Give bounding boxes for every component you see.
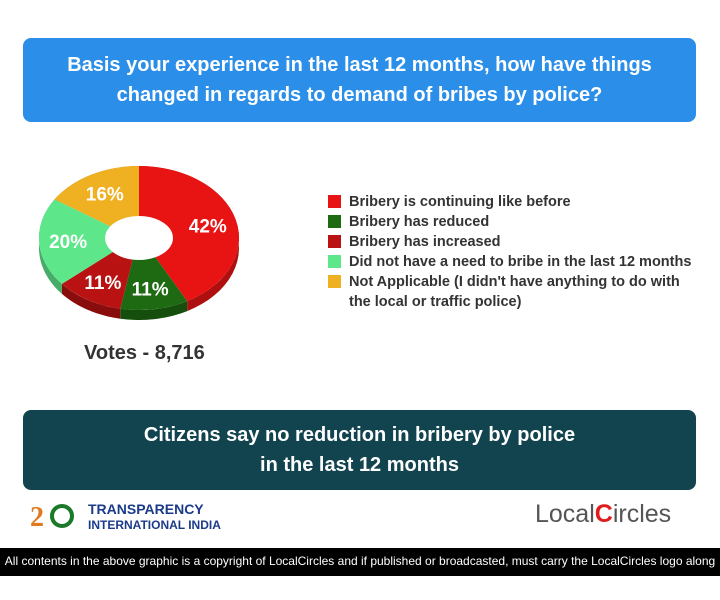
donut-side-1 xyxy=(120,301,188,320)
legend-item: Bribery has reduced xyxy=(328,212,699,232)
donut-slice-4 xyxy=(54,166,139,227)
legend-swatch xyxy=(328,235,341,248)
donut-slice-2 xyxy=(61,252,133,309)
tii-name-line1: TRANSPARENCY xyxy=(88,501,204,517)
votes-count: Votes - 8,716 xyxy=(84,342,205,364)
tii-name-line2: INTERNATIONAL INDIA xyxy=(88,518,221,532)
slice-label-1: 11% xyxy=(132,279,169,300)
slice-label-2: 11% xyxy=(84,273,121,294)
question-text: Basis your experience in the last 12 mon… xyxy=(67,54,652,106)
donut-slice-3 xyxy=(39,199,113,284)
svg-text:2: 2 xyxy=(30,502,44,533)
question-banner: Basis your experience in the last 12 mon… xyxy=(23,38,696,122)
legend-swatch xyxy=(328,275,341,288)
legend-swatch xyxy=(328,215,341,228)
legend-label: Bribery has reduced xyxy=(349,214,490,230)
legend-label: Did not have a need to bribe in the last… xyxy=(349,254,692,270)
legend-label: Bribery is continuing like before xyxy=(349,194,571,210)
legend-label: Bribery has increased xyxy=(349,234,501,250)
slice-label-0: 42% xyxy=(189,216,227,237)
transparency-international-logo: 2 TRANSPARENCY INTERNATIONAL INDIA xyxy=(28,500,221,534)
legend-swatch xyxy=(328,255,341,268)
tii-20-years-icon: 2 xyxy=(30,502,74,533)
legend-item: Not Applicable (I didn't have anything t… xyxy=(328,272,699,312)
donut-slice-0 xyxy=(139,166,240,302)
legend-label: Not Applicable (I didn't have anything t… xyxy=(349,274,680,310)
copyright-footer: All contents in the above graphic is a c… xyxy=(0,548,720,594)
legend-item: Bribery has increased xyxy=(328,232,699,252)
conclusion-banner: Citizens say no reduction in bribery by … xyxy=(23,410,696,490)
localcircles-logo: LocalCircles xyxy=(535,500,672,528)
slice-label-4: 16% xyxy=(86,184,124,205)
donut-chart: 42% 11% 11% 20% 16% xyxy=(39,166,240,320)
donut-slice-1 xyxy=(120,257,188,310)
legend-item: Did not have a need to bribe in the last… xyxy=(328,252,699,272)
legend: Bribery is continuing like before Bribery… xyxy=(328,192,699,312)
legend-item: Bribery is continuing like before xyxy=(328,192,699,212)
donut-side-2 xyxy=(61,283,121,319)
conclusion-text: Citizens say no reduction in bribery by … xyxy=(143,424,576,476)
legend-swatch xyxy=(328,195,341,208)
slice-label-3: 20% xyxy=(49,232,87,253)
